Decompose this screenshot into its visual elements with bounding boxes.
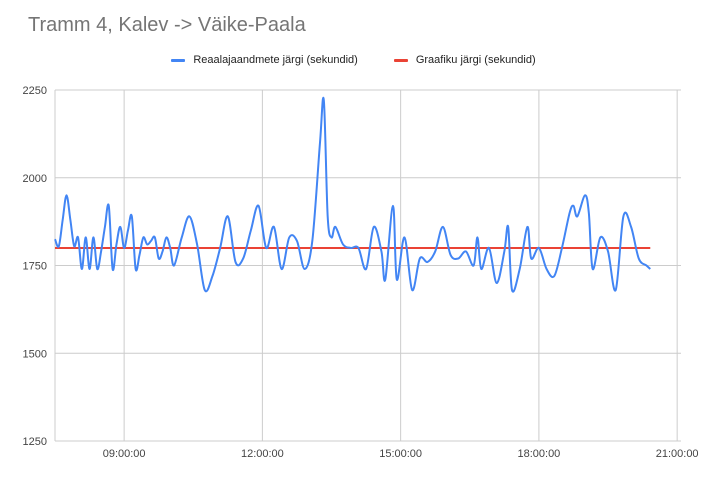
tick-label-layer: 2250 2000 1750 1500 1250 09:00:00 12:00:00 15:0… <box>23 85 699 460</box>
chart-title: Tramm 4, Kalev -> Väike-Paala <box>28 14 306 36</box>
legend-swatch-realtime <box>171 58 186 62</box>
y-tick-label: 2000 <box>23 173 47 185</box>
legend-item-realtime[interactable]: Reaalajaandmete järgi (sekundid) <box>171 54 358 66</box>
series-line-realtime <box>54 96 651 293</box>
x-tick-label: 15:00:00 <box>379 448 422 460</box>
x-tick-label: 21:00:00 <box>656 448 699 460</box>
y-tick-label: 1500 <box>23 348 47 360</box>
x-tick-label: 18:00:00 <box>517 448 560 460</box>
y-tick-label: 1750 <box>23 261 47 273</box>
x-tick-label: 12:00:00 <box>241 448 284 460</box>
x-tick-label: 09:00:00 <box>103 448 146 460</box>
legend-label-realtime: Reaalajaandmete järgi (sekundid) <box>193 54 358 66</box>
y-tick-label: 1250 <box>23 436 47 448</box>
legend-item-schedule[interactable]: Graafiku järgi (sekundid) <box>393 54 536 66</box>
legend-swatch-schedule <box>393 58 408 62</box>
y-tick-label: 2250 <box>23 85 47 97</box>
legend-label-schedule: Graafiku järgi (sekundid) <box>415 54 536 66</box>
grid-layer <box>54 89 681 442</box>
series-layer <box>54 96 651 293</box>
legend: Reaalajaandmete järgi (sekundid) Graafik… <box>0 54 707 66</box>
